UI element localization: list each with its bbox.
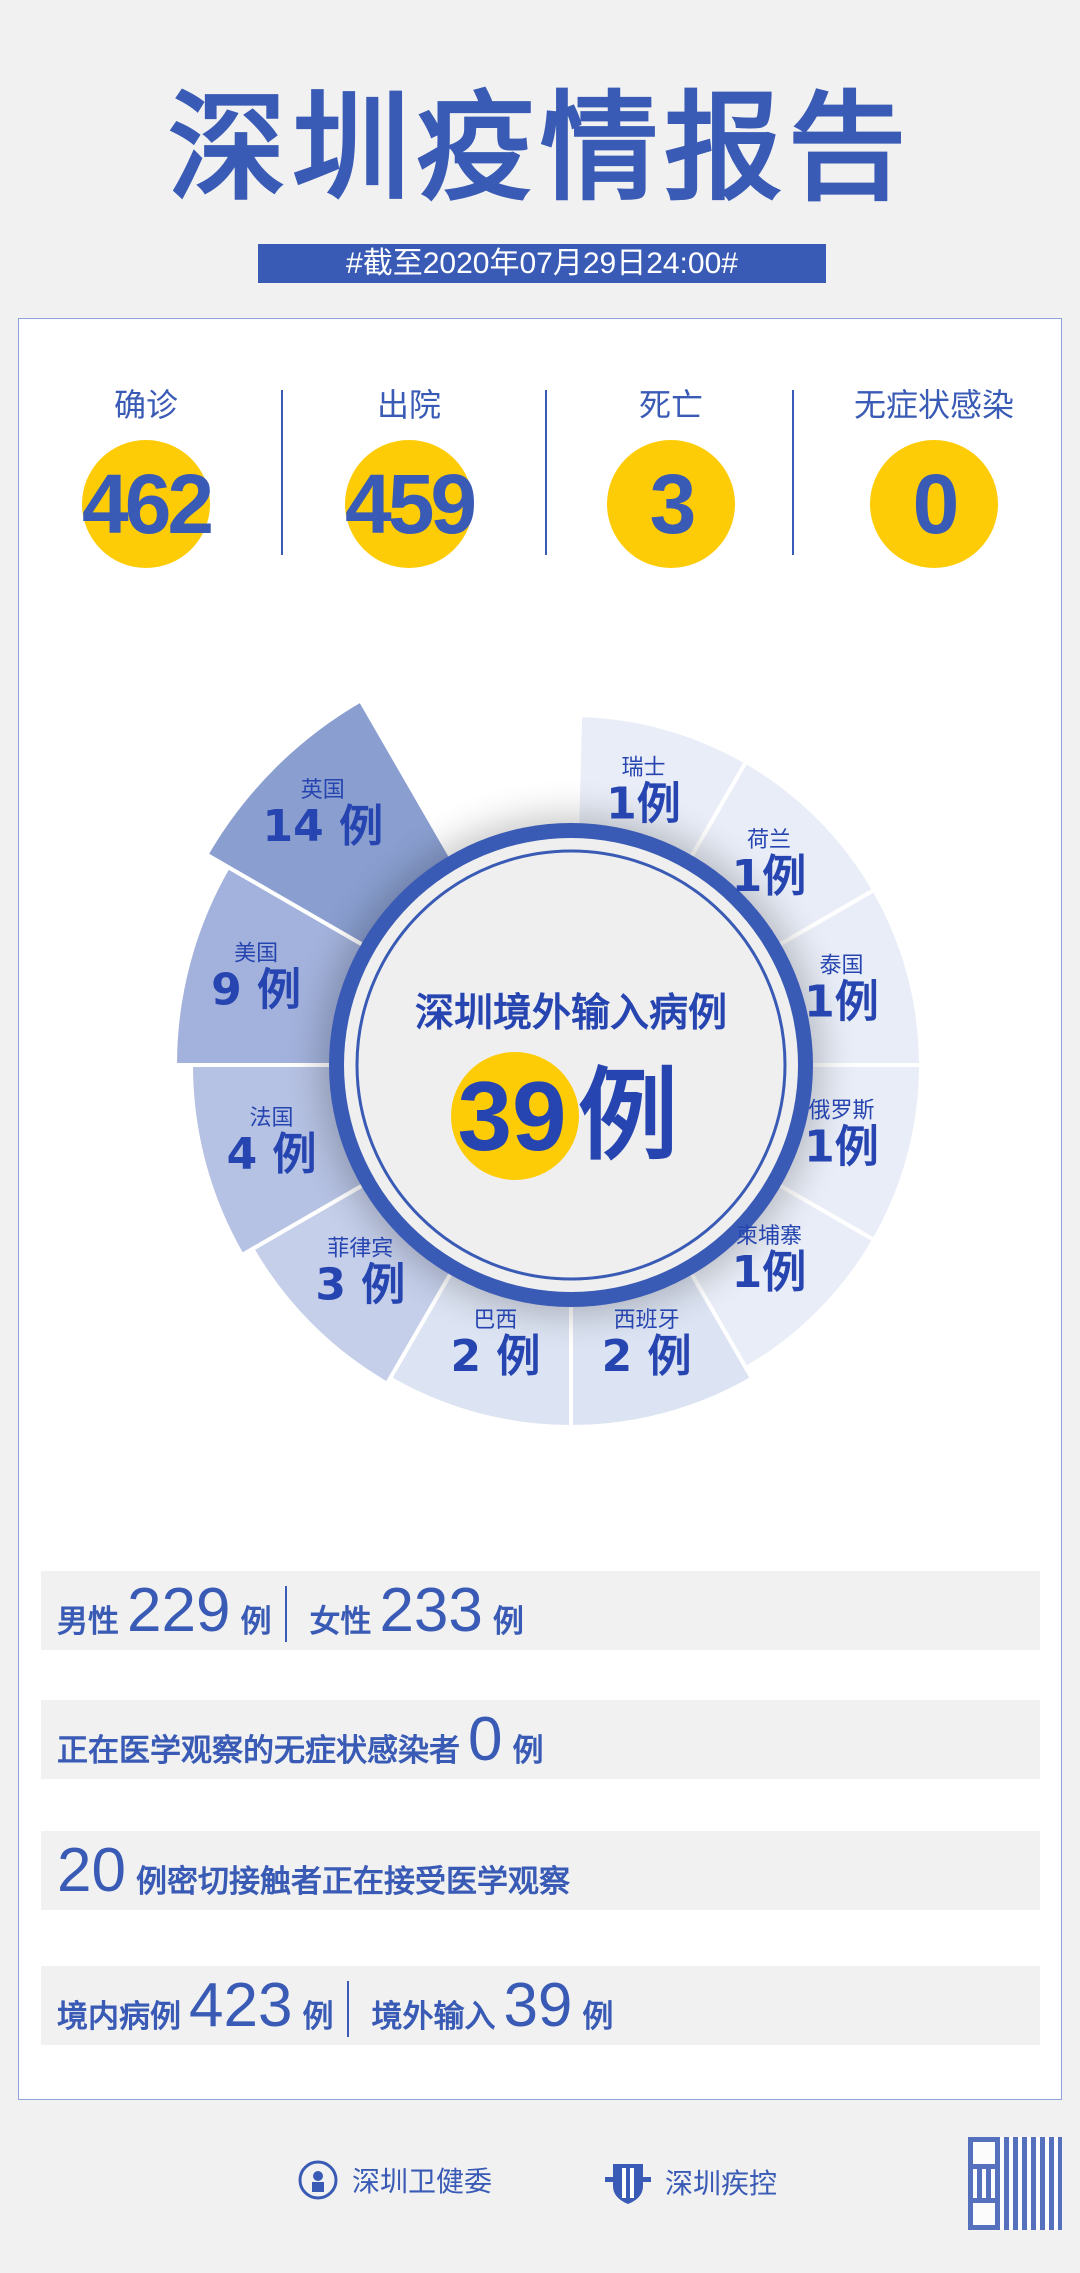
center-disc bbox=[344, 838, 798, 1292]
footer-org-health-commission: 深圳卫健委 bbox=[298, 2160, 492, 2200]
org1-label: 深圳卫健委 bbox=[352, 2165, 493, 2198]
unit: 例 bbox=[492, 1604, 524, 1640]
sector-value-label: 1例 bbox=[732, 851, 807, 902]
import-count: 39 bbox=[503, 1971, 573, 2040]
sector-country-label: 英国 bbox=[301, 778, 345, 803]
sector-value-label: 9 例 bbox=[211, 965, 301, 1016]
female-count: 233 bbox=[379, 1576, 483, 1645]
stat-label: 出院 bbox=[376, 386, 441, 424]
unit: 例 bbox=[240, 1604, 272, 1640]
sector-value-label: 2 例 bbox=[450, 1331, 540, 1382]
total-highlight bbox=[451, 1052, 579, 1180]
female-label: 女性 bbox=[309, 1604, 372, 1640]
asymptomatic-row: 正在医学观察的无症状感染者 0 例 bbox=[41, 1700, 1040, 1779]
sector-value-label: 3 例 bbox=[315, 1260, 405, 1311]
stat-value: 0 bbox=[870, 440, 998, 568]
health-commission-logo-icon bbox=[298, 2160, 338, 2200]
sector-value-label: 1例 bbox=[606, 779, 681, 830]
stat-label: 死亡 bbox=[638, 386, 703, 424]
contacts-count: 20 bbox=[57, 1836, 126, 1905]
stat-value: 459 bbox=[345, 440, 477, 568]
local-count: 423 bbox=[189, 1971, 293, 2040]
sector-value-label: 1例 bbox=[804, 977, 879, 1028]
divider bbox=[545, 390, 547, 555]
male-label: 男性 bbox=[57, 1604, 119, 1640]
local-label: 境内病例 bbox=[57, 1999, 181, 2035]
divider bbox=[281, 390, 283, 555]
sector-country-label: 泰国 bbox=[819, 954, 863, 979]
stat-discharged: 出院 459 bbox=[309, 380, 509, 568]
gender-row: 男性 229 例 女性 233 例 bbox=[41, 1571, 1040, 1650]
stat-label: 无症状感染 bbox=[853, 386, 1014, 424]
stat-label: 确诊 bbox=[113, 386, 178, 424]
sector-country-label: 美国 bbox=[234, 942, 278, 967]
divider bbox=[347, 1981, 350, 2037]
org2-label: 深圳疾控 bbox=[665, 2167, 778, 2200]
contacts-label: 例密切接触者正在接受医学观察 bbox=[135, 1864, 570, 1900]
cdc-shield-logo-icon bbox=[605, 2164, 651, 2204]
sector-value-label: 14 例 bbox=[263, 801, 384, 852]
sector-country-label: 法国 bbox=[250, 1106, 294, 1131]
sector-value-label: 4 例 bbox=[227, 1129, 317, 1180]
qr-code bbox=[968, 2137, 1062, 2230]
sector-country-label: 巴西 bbox=[473, 1308, 517, 1333]
import-label: 境外输入 bbox=[371, 1999, 496, 2035]
divider bbox=[285, 1586, 288, 1642]
stat-confirmed: 确诊 462 bbox=[46, 380, 246, 568]
stat-value: 462 bbox=[82, 440, 214, 568]
origin-row: 境内病例 423 例 境外输入 39 例 bbox=[41, 1966, 1040, 2045]
sector-country-label: 西班牙 bbox=[614, 1308, 680, 1333]
center-unit: 例 bbox=[578, 1057, 678, 1174]
stat-deaths: 死亡 3 bbox=[571, 380, 771, 568]
sector-country-label: 菲律宾 bbox=[327, 1237, 393, 1262]
sector-country-label: 瑞士 bbox=[621, 756, 665, 781]
sector-country-label: 柬埔寨 bbox=[736, 1224, 802, 1249]
sector-country-label: 俄罗斯 bbox=[808, 1098, 874, 1123]
page-title: 深圳疫情报告 bbox=[167, 79, 912, 217]
unit: 例 bbox=[512, 1733, 544, 1769]
male-count: 229 bbox=[127, 1576, 231, 1645]
date-banner: #截至2020年07月29日24:00# bbox=[258, 244, 826, 283]
unit: 例 bbox=[582, 1999, 614, 2035]
imported-cases-radial-chart: 深圳境外输入病例 39 例 瑞士1例荷兰1例泰国1例俄罗斯1例柬埔寨1例西班牙2… bbox=[175, 700, 921, 1427]
center-title: 深圳境外输入病例 bbox=[415, 991, 727, 1036]
contacts-row: 20 例密切接触者正在接受医学观察 bbox=[41, 1831, 1040, 1910]
stat-asymptomatic: 无症状感染 0 bbox=[834, 380, 1034, 568]
sector-country-label: 荷兰 bbox=[747, 828, 791, 853]
unit: 例 bbox=[302, 1999, 334, 2035]
divider bbox=[792, 390, 794, 555]
asymptomatic-count: 0 bbox=[468, 1705, 503, 1774]
sector-value-label: 1例 bbox=[732, 1247, 807, 1298]
sector-value-label: 2 例 bbox=[602, 1331, 692, 1382]
center-total: 39 bbox=[457, 1061, 566, 1171]
sector-value-label: 1例 bbox=[804, 1121, 879, 1172]
footer-org-cdc: 深圳疾控 bbox=[605, 2160, 777, 2204]
center-inner-ring bbox=[355, 849, 787, 1281]
stat-value: 3 bbox=[607, 440, 735, 568]
asymptomatic-label: 正在医学观察的无症状感染者 bbox=[57, 1733, 460, 1769]
